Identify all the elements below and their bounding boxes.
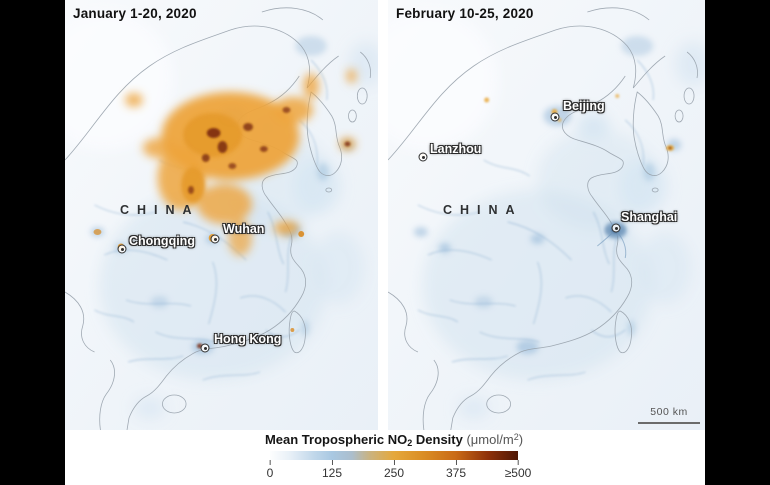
city-marker-icon [418, 152, 428, 162]
tick-mark [269, 460, 271, 465]
figure-content: January 1-20, 2020 CHINA Chongqing Wuhan… [65, 0, 705, 485]
january-date-label: January 1-20, 2020 [73, 6, 197, 21]
tick-label-250: 250 [383, 466, 405, 480]
legend-title-main-2: Density [412, 432, 463, 447]
city-marker-icon [200, 343, 210, 353]
scale-bar: 500 km [638, 402, 700, 424]
tick-label-375: 375 [445, 466, 467, 480]
legend-unit-superscript: 2 [513, 432, 519, 442]
map-panel-february: February 10-25, 2020 CHINA Lanzhou Beiji… [388, 0, 705, 430]
country-label-february: CHINA [443, 203, 523, 217]
city-marker-icon [117, 244, 127, 254]
tick-mark [517, 460, 519, 465]
scale-bar-label: 500 km [650, 406, 688, 418]
tick-mark [393, 460, 395, 465]
legend-unit-2: ) [518, 432, 524, 447]
city-marker-icon [611, 223, 621, 233]
tick-mark [455, 460, 457, 465]
tick-label-0: 0 [266, 466, 274, 480]
tick-250: 250 [384, 460, 404, 480]
map-panel-january: January 1-20, 2020 CHINA Chongqing Wuhan… [65, 0, 378, 430]
legend-title: Mean Tropospheric NO2 Density (μmol/m2) [65, 432, 705, 448]
city-label-wuhan: Wuhan [223, 222, 265, 236]
tick-mark [331, 460, 333, 465]
tick-500: ≥500 [504, 460, 532, 480]
january-map-art [65, 0, 378, 430]
legend-unit: (μmol/m [462, 432, 514, 447]
colorbar-ticks: 0 125 250 375 ≥500 [266, 460, 531, 482]
scale-bar-line [638, 422, 700, 424]
city-label-lanzhou: Lanzhou [430, 142, 482, 156]
legend-title-subscript: 2 [407, 438, 413, 448]
tick-375: 375 [446, 460, 466, 480]
tick-125: 125 [322, 460, 342, 480]
colorbar [270, 451, 518, 460]
panel-divider [378, 0, 388, 430]
city-marker-icon [550, 112, 560, 122]
country-label-january: CHINA [120, 203, 200, 217]
legend-title-main: Mean Tropospheric NO [264, 432, 408, 447]
legend: Mean Tropospheric NO2 Density (μmol/m2) … [65, 430, 705, 485]
tick-label-500: ≥500 [504, 466, 532, 480]
city-label-beijing: Beijing [563, 99, 605, 113]
tick-label-125: 125 [321, 466, 343, 480]
tick-0: 0 [266, 460, 274, 480]
city-label-shanghai: Shanghai [621, 210, 678, 224]
city-marker-icon [210, 234, 220, 244]
city-label-hong-kong: Hong Kong [214, 332, 282, 346]
city-label-chongqing: Chongqing [129, 234, 195, 248]
map-pair: January 1-20, 2020 CHINA Chongqing Wuhan… [65, 0, 705, 430]
february-date-label: February 10-25, 2020 [396, 6, 534, 21]
